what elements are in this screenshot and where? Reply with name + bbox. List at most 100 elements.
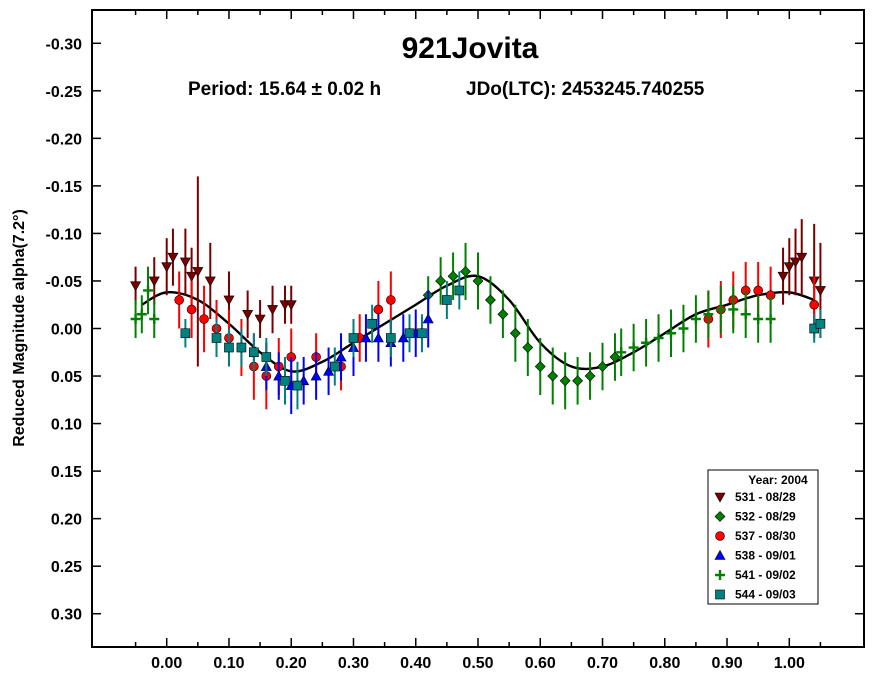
data-point (149, 313, 160, 324)
legend-marker (715, 531, 725, 541)
data-points-layer (130, 176, 826, 415)
data-point (783, 262, 795, 273)
data-point (224, 342, 234, 353)
data-point (509, 327, 521, 339)
data-point (367, 318, 377, 329)
series-544 (180, 271, 826, 410)
legend-label: 532 - 08/29 (735, 510, 796, 524)
legend-label: 531 - 08/28 (735, 490, 796, 504)
data-point (454, 285, 465, 296)
legend-marker (714, 492, 726, 503)
legend-label: 537 - 08/30 (735, 529, 796, 543)
y-tick-label: -0.20 (46, 131, 83, 148)
data-point (678, 323, 689, 334)
data-point (472, 275, 484, 287)
y-tick-label: 0.15 (51, 464, 82, 481)
y-tick-label: -0.15 (46, 179, 83, 196)
data-point (559, 375, 571, 387)
data-point (267, 305, 279, 316)
data-point (765, 313, 776, 324)
data-point (285, 300, 297, 311)
legend-label: 541 - 09/02 (735, 568, 796, 582)
y-tick-label: 0.30 (51, 607, 82, 624)
data-point (534, 361, 546, 372)
data-point (192, 267, 204, 278)
y-tick-label: 0.10 (51, 417, 82, 434)
data-point (373, 304, 384, 315)
data-point (186, 304, 197, 315)
data-point (616, 347, 627, 358)
x-tick-label: 0.40 (400, 655, 431, 672)
x-tick-label: 0.20 (276, 655, 307, 672)
y-tick-label: -0.25 (46, 84, 83, 101)
data-point (180, 328, 191, 339)
data-point (174, 295, 184, 305)
data-point (814, 286, 826, 297)
data-point (292, 380, 303, 391)
y-tick-label: 0.20 (51, 512, 82, 529)
legend-items: 531 - 08/28 532 - 08/29 537 - 08/30 538 - 0… (714, 490, 796, 602)
data-point (136, 309, 147, 320)
series-541 (130, 266, 776, 377)
chart-subtitle-period: Period: 15.64 ± 0.02 h (188, 79, 381, 100)
x-tick-label: 0.80 (649, 655, 680, 672)
data-point (335, 351, 347, 362)
data-point (280, 375, 290, 386)
x-tick-label: 0.10 (213, 655, 244, 672)
data-point (372, 332, 384, 343)
data-point (666, 328, 676, 339)
legend: Year: 2004 531 - 08/28 532 - 08/29 537 - 0… (707, 469, 819, 605)
x-tick-label: 1.00 (774, 655, 805, 672)
data-point (422, 313, 434, 324)
data-point (703, 309, 714, 320)
legend-box (707, 469, 819, 605)
data-point (199, 314, 209, 324)
data-point (790, 257, 802, 268)
series-532 (422, 242, 621, 410)
data-point (435, 275, 447, 287)
data-point (310, 370, 322, 381)
y-tick-label: -0.10 (46, 226, 83, 243)
y-tick-label: -0.30 (46, 36, 83, 53)
data-point (211, 333, 222, 343)
data-point (815, 318, 826, 329)
data-point (753, 285, 763, 296)
data-point (628, 342, 639, 353)
data-point (753, 313, 764, 324)
x-tick-label: 0.60 (525, 655, 556, 672)
data-point (242, 309, 254, 320)
data-point (148, 276, 160, 287)
x-tick-label: 0.00 (151, 655, 182, 672)
data-point (249, 347, 259, 358)
axis-ticks-layer: 0.00 0.10 0.20 0.30 0.40 0.50 0.60 0.70 0.80 0.90… (46, 10, 864, 672)
data-point (330, 361, 340, 372)
data-point (386, 333, 396, 343)
data-point (690, 313, 701, 324)
x-tick-label: 0.30 (338, 655, 369, 672)
legend-label: 538 - 09/01 (735, 549, 796, 563)
data-point (522, 342, 534, 353)
legend-label: 544 - 09/03 (735, 588, 796, 602)
data-point (223, 295, 235, 306)
chart-subtitle-epoch: JDo(LTC): 2453245.740255 (466, 79, 705, 100)
data-point (204, 276, 216, 287)
data-point (485, 294, 496, 306)
legend-marker (715, 589, 725, 600)
legend-marker (714, 511, 726, 522)
data-point (777, 271, 789, 282)
x-tick-label: 0.90 (711, 655, 742, 672)
y-tick-label: 0.05 (51, 369, 82, 386)
data-point (740, 309, 751, 320)
data-point (143, 285, 154, 296)
x-tick-label: 0.70 (587, 655, 618, 672)
data-point (261, 352, 272, 362)
y-tick-label: 0.25 (51, 559, 82, 576)
data-point (609, 351, 621, 363)
data-point (641, 337, 652, 348)
chart-title: 921Jovita (402, 32, 539, 65)
data-point (460, 266, 471, 277)
legend-title: Year: 2004 (748, 473, 808, 487)
data-point (597, 361, 608, 372)
legend-marker (715, 570, 725, 580)
data-point (442, 295, 452, 305)
